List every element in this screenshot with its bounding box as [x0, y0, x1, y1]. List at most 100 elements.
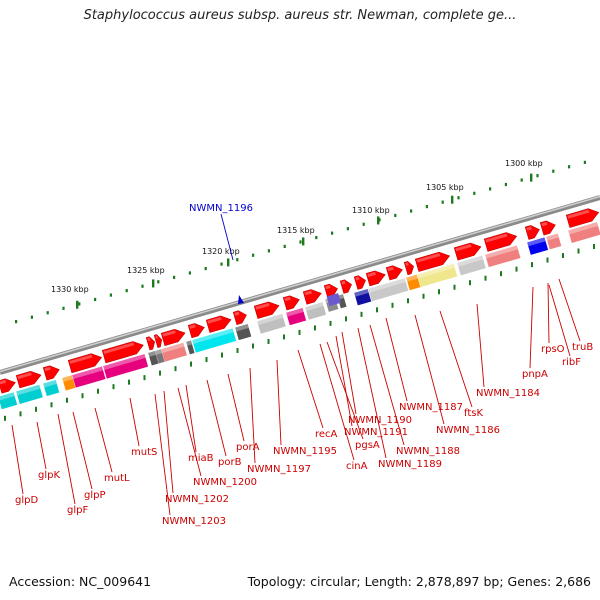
ruler-tick	[76, 300, 79, 309]
gene-label: NWMN_1200	[177, 387, 257, 488]
position-tick	[345, 316, 347, 322]
leader-line	[476, 303, 485, 388]
gene-label-text: truB	[572, 342, 593, 353]
ruler-dot	[315, 235, 318, 240]
reverse-gene	[103, 354, 149, 379]
ruler-dot	[252, 253, 255, 257]
position-tick	[593, 244, 595, 250]
gene-label-text: ftsK	[464, 408, 483, 419]
gene-label-text: porB	[218, 457, 242, 468]
ruler-dot	[125, 289, 128, 293]
position-tick	[19, 411, 22, 417]
position-tick	[236, 348, 239, 354]
ruler-dot	[473, 191, 476, 195]
leader-line	[439, 310, 473, 408]
highlight-leader	[220, 213, 234, 261]
genome-backbone	[0, 195, 600, 375]
gene-arrow-shine	[355, 276, 360, 281]
gene-arrow	[302, 289, 322, 305]
position-tick	[469, 280, 471, 286]
forward-gene	[385, 265, 403, 281]
leader-line	[185, 384, 197, 453]
forward-gene	[539, 220, 556, 236]
position-tick	[546, 257, 549, 263]
forward-gene	[353, 275, 366, 290]
gene-label-text: NWMN_1195	[273, 446, 337, 457]
gene-label: NWMN_1190	[341, 331, 412, 426]
forward-gene	[0, 378, 16, 394]
gene-arrow	[282, 295, 300, 311]
reverse-gene	[161, 342, 187, 362]
leader-line	[558, 278, 581, 342]
gene-label: porA	[227, 373, 260, 453]
gene-arrow-shine	[17, 372, 32, 380]
gene-block	[186, 340, 195, 355]
forward-gene	[145, 336, 155, 351]
gene-label: rpsO	[541, 282, 565, 355]
position-tick	[4, 415, 6, 421]
gene-label-text: NWMN_1202	[165, 494, 229, 505]
ruler-dot	[283, 244, 286, 249]
forward-gene	[414, 251, 451, 272]
forward-gene	[403, 261, 414, 276]
ruler-dot	[457, 196, 460, 200]
gene-arrow-shine	[387, 266, 394, 272]
gene-block	[354, 288, 372, 306]
position-tick	[97, 388, 99, 394]
gene-arrow-shine	[207, 316, 222, 324]
ruler-dot	[204, 266, 207, 271]
gene-label-text: glpK	[38, 470, 60, 481]
gene-block	[485, 245, 521, 268]
ruler-dot	[173, 275, 176, 279]
forward-strand-genes	[0, 208, 600, 394]
gene-block-shine	[546, 233, 559, 241]
gene-label-text: ribF	[562, 357, 581, 368]
leader-line	[177, 387, 202, 477]
gene-block	[368, 278, 409, 302]
reverse-gene	[16, 384, 43, 404]
leader-line	[547, 282, 550, 344]
ruler-dot	[536, 174, 539, 178]
gene-arrow-shine	[155, 335, 158, 339]
gene-label-text: NWMN_1186	[436, 425, 500, 436]
leader-line	[357, 327, 387, 459]
gene-arrow-shine	[103, 342, 135, 354]
gene-label-text: pgsA	[355, 440, 380, 451]
gene-arrow	[524, 225, 540, 240]
ruler-dot	[441, 200, 444, 204]
accession-text: Accession: NC_009641	[9, 574, 152, 589]
leader-line	[341, 331, 357, 415]
gene-arrow	[42, 365, 60, 381]
gene-arrow	[539, 220, 556, 236]
ruler-tick-label: 1325 kbp	[127, 266, 165, 275]
gene-block-shine	[43, 379, 57, 388]
forward-gene	[323, 283, 338, 299]
gene-label: NWMN_1203	[154, 393, 226, 527]
reverse-gene	[568, 222, 600, 243]
forward-gene	[282, 295, 300, 311]
forward-gene	[453, 242, 482, 261]
reverse-gene	[527, 237, 549, 255]
leader-line	[548, 284, 571, 357]
gene-label: NWMN_1186	[414, 314, 500, 436]
gene-arrow	[101, 341, 144, 364]
reverse-gene	[62, 375, 76, 391]
leader-line	[529, 286, 534, 369]
leader-line	[249, 367, 256, 464]
ruler-dot	[46, 311, 49, 315]
ruler-dot	[346, 227, 349, 231]
ruler-tick-label: 1320 kbp	[202, 247, 240, 256]
ruler-tick	[377, 216, 380, 225]
reverse-gene	[417, 263, 458, 288]
ruler-dot	[236, 258, 239, 262]
position-tick	[314, 325, 316, 331]
reverse-gene	[457, 255, 486, 276]
position-tick	[500, 271, 502, 277]
position-tick	[112, 384, 115, 390]
ruler-dot	[94, 297, 97, 302]
ruler-dot	[583, 160, 586, 164]
gene-label: NWMN_1197	[247, 367, 311, 475]
leader-line	[297, 349, 324, 429]
forward-gene	[483, 232, 518, 252]
position-tick	[360, 311, 363, 317]
